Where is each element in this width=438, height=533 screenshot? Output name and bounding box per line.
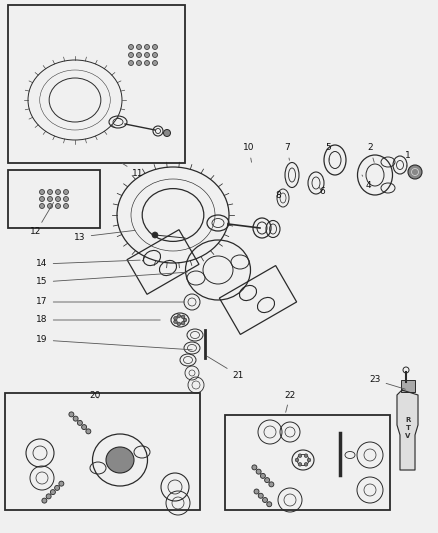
- Circle shape: [50, 490, 55, 495]
- Bar: [225, 415, 390, 510]
- Circle shape: [174, 317, 177, 320]
- Text: 23: 23: [369, 376, 405, 389]
- Circle shape: [267, 502, 272, 507]
- Text: 12: 12: [30, 203, 53, 237]
- Ellipse shape: [106, 447, 134, 473]
- Text: 8: 8: [275, 190, 281, 199]
- Circle shape: [128, 52, 134, 58]
- Text: 21: 21: [207, 357, 244, 379]
- Circle shape: [73, 416, 78, 421]
- Circle shape: [42, 498, 47, 503]
- Circle shape: [64, 190, 68, 195]
- Circle shape: [295, 458, 299, 462]
- Circle shape: [145, 52, 149, 58]
- Circle shape: [254, 489, 259, 494]
- Circle shape: [128, 44, 134, 50]
- Circle shape: [262, 497, 268, 503]
- Circle shape: [137, 44, 141, 50]
- Circle shape: [163, 130, 170, 136]
- Polygon shape: [397, 390, 418, 470]
- Circle shape: [269, 482, 274, 487]
- Circle shape: [59, 481, 64, 486]
- Circle shape: [152, 44, 158, 50]
- Text: 22: 22: [284, 391, 296, 413]
- Circle shape: [137, 52, 141, 58]
- Circle shape: [145, 44, 149, 50]
- Text: 11: 11: [122, 164, 144, 177]
- Circle shape: [128, 61, 134, 66]
- Circle shape: [46, 494, 51, 499]
- Circle shape: [181, 321, 185, 325]
- Circle shape: [39, 190, 45, 195]
- Circle shape: [177, 314, 181, 318]
- Circle shape: [64, 204, 68, 208]
- Circle shape: [183, 318, 187, 322]
- Circle shape: [78, 421, 82, 425]
- Circle shape: [39, 204, 45, 208]
- Circle shape: [145, 61, 149, 66]
- Bar: [8, 5, 185, 163]
- Text: 7: 7: [284, 143, 290, 160]
- Circle shape: [174, 320, 177, 324]
- Text: 20: 20: [89, 391, 101, 400]
- Circle shape: [298, 454, 302, 457]
- Circle shape: [307, 458, 311, 462]
- Circle shape: [47, 197, 53, 201]
- Circle shape: [56, 190, 60, 195]
- Bar: [5, 393, 200, 510]
- Circle shape: [47, 204, 53, 208]
- Circle shape: [265, 478, 270, 482]
- Text: R
T
V: R T V: [405, 417, 411, 439]
- Circle shape: [152, 232, 158, 238]
- Circle shape: [81, 425, 87, 430]
- Text: 14: 14: [36, 260, 140, 269]
- Circle shape: [56, 204, 60, 208]
- Bar: [401, 380, 415, 392]
- Text: 15: 15: [36, 272, 187, 287]
- Circle shape: [152, 52, 158, 58]
- Text: 4: 4: [362, 175, 371, 190]
- Circle shape: [304, 454, 308, 457]
- Bar: [8, 170, 100, 228]
- Circle shape: [304, 463, 308, 466]
- Circle shape: [56, 197, 60, 201]
- Circle shape: [252, 465, 257, 470]
- Circle shape: [69, 412, 74, 417]
- Circle shape: [39, 197, 45, 201]
- Text: 18: 18: [36, 316, 160, 325]
- Text: 6: 6: [319, 188, 325, 197]
- Circle shape: [177, 322, 181, 326]
- Text: 19: 19: [36, 335, 192, 350]
- Text: 2: 2: [367, 143, 374, 163]
- Text: 10: 10: [243, 143, 255, 162]
- Circle shape: [258, 493, 263, 498]
- Text: 17: 17: [36, 297, 184, 306]
- Circle shape: [86, 429, 91, 434]
- Circle shape: [181, 315, 185, 319]
- Circle shape: [260, 473, 265, 479]
- Circle shape: [408, 165, 422, 179]
- Circle shape: [298, 463, 302, 466]
- Circle shape: [256, 469, 261, 474]
- Circle shape: [64, 197, 68, 201]
- Circle shape: [47, 190, 53, 195]
- Text: 13: 13: [74, 230, 135, 241]
- Text: 1: 1: [405, 150, 411, 169]
- Text: 5: 5: [325, 143, 331, 160]
- Circle shape: [152, 61, 158, 66]
- Circle shape: [137, 61, 141, 66]
- Circle shape: [55, 486, 60, 490]
